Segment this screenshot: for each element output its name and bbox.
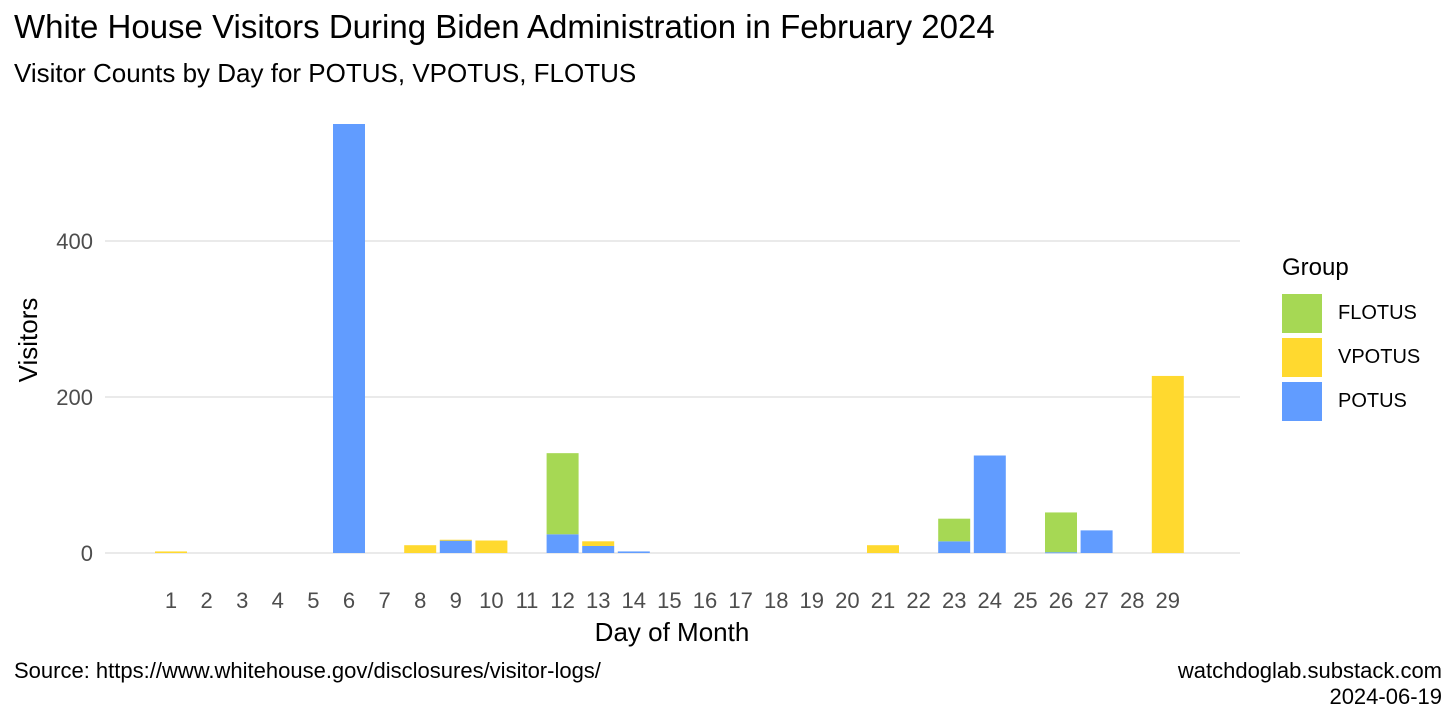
bar-vpotus-day-13 bbox=[582, 541, 615, 546]
bar-potus-day-14 bbox=[617, 551, 650, 553]
x-tick-label-22: 22 bbox=[906, 588, 930, 613]
x-tick-label-19: 19 bbox=[800, 588, 824, 613]
bar-vpotus-day-10 bbox=[475, 540, 508, 553]
x-tick-label-5: 5 bbox=[307, 588, 319, 613]
chart-subtitle: Visitor Counts by Day for POTUS, VPOTUS,… bbox=[14, 58, 637, 88]
bar-flotus-day-26 bbox=[1045, 512, 1077, 553]
x-tick-label-7: 7 bbox=[378, 588, 390, 613]
bar-vpotus-day-1 bbox=[155, 551, 187, 553]
legend-swatch-vpotus bbox=[1282, 338, 1322, 377]
x-axis-label: Day of Month bbox=[595, 617, 750, 647]
x-tick-label-26: 26 bbox=[1049, 588, 1073, 613]
legend: Group FLOTUS VPOTUS POTUS bbox=[1282, 254, 1420, 424]
bar-potus-day-6 bbox=[333, 124, 365, 553]
bar-vpotus-day-8 bbox=[404, 545, 437, 553]
legend-item-flotus: FLOTUS bbox=[1282, 292, 1420, 335]
x-tick-label-4: 4 bbox=[272, 588, 284, 613]
x-tick-label-24: 24 bbox=[978, 588, 1002, 613]
x-tick-label-25: 25 bbox=[1013, 588, 1037, 613]
chart-title: White House Visitors During Biden Admini… bbox=[14, 8, 995, 45]
site-credit: watchdoglab.substack.com bbox=[1177, 658, 1442, 683]
x-tick-label-23: 23 bbox=[942, 588, 966, 613]
x-tick-label-6: 6 bbox=[343, 588, 355, 613]
x-tick-labels: 1 2 3 4 5 6 7 8 9 10 11 12 13 14 15 16 17 18 19 20 21 22 23 24 2… bbox=[165, 588, 1180, 613]
bars bbox=[155, 124, 1184, 554]
legend-title: Group bbox=[1282, 254, 1349, 281]
x-tick-label-15: 15 bbox=[657, 588, 681, 613]
x-tick-label-10: 10 bbox=[479, 588, 503, 613]
x-tick-label-20: 20 bbox=[835, 588, 859, 613]
legend-swatch-flotus bbox=[1282, 294, 1322, 333]
legend-label-vpotus: VPOTUS bbox=[1338, 346, 1421, 368]
legend-label-flotus: FLOTUS bbox=[1338, 302, 1417, 324]
x-tick-label-28: 28 bbox=[1120, 588, 1144, 613]
x-tick-label-8: 8 bbox=[414, 588, 426, 613]
y-tick-label-0: 0 bbox=[81, 541, 93, 566]
grid-lines bbox=[105, 240, 1240, 554]
bar-vpotus-day-29 bbox=[1151, 375, 1184, 553]
y-tick-label-200: 200 bbox=[56, 385, 93, 410]
x-tick-label-18: 18 bbox=[764, 588, 788, 613]
y-tick-label-400: 400 bbox=[56, 229, 93, 254]
x-tick-label-17: 17 bbox=[728, 588, 752, 613]
bar-vpotus-day-9 bbox=[439, 539, 472, 541]
legend-label-potus: POTUS bbox=[1338, 390, 1407, 412]
legend-item-potus: POTUS bbox=[1282, 380, 1420, 423]
x-tick-label-29: 29 bbox=[1156, 588, 1180, 613]
x-tick-label-16: 16 bbox=[693, 588, 717, 613]
source-caption: Source: https://www.whitehouse.gov/discl… bbox=[14, 658, 601, 683]
bar-flotus-day-23 bbox=[938, 518, 971, 542]
x-tick-label-2: 2 bbox=[200, 588, 212, 613]
x-tick-label-3: 3 bbox=[236, 588, 248, 613]
publish-date: 2024-06-19 bbox=[1329, 684, 1442, 709]
y-axis-label: Visitors bbox=[13, 298, 43, 383]
x-tick-label-1: 1 bbox=[165, 588, 177, 613]
x-tick-label-9: 9 bbox=[450, 588, 462, 613]
y-tick-labels: 0 200 400 bbox=[56, 229, 93, 566]
legend-item-vpotus: VPOTUS bbox=[1282, 336, 1420, 379]
bar-potus-day-12 bbox=[546, 534, 579, 553]
x-tick-label-21: 21 bbox=[871, 588, 895, 613]
x-tick-label-13: 13 bbox=[586, 588, 610, 613]
legend-swatch-potus bbox=[1282, 382, 1322, 421]
x-tick-label-14: 14 bbox=[622, 588, 646, 613]
bar-vpotus-day-21 bbox=[867, 545, 899, 553]
credit-caption: watchdoglab.substack.com 2024-06-19 bbox=[1178, 658, 1442, 710]
x-tick-label-27: 27 bbox=[1084, 588, 1108, 613]
bar-potus-day-27 bbox=[1080, 530, 1113, 553]
bar-flotus-day-12 bbox=[546, 453, 579, 535]
bar-potus-day-26 bbox=[1045, 552, 1077, 554]
x-tick-label-12: 12 bbox=[550, 588, 574, 613]
x-tick-label-11: 11 bbox=[516, 588, 539, 613]
bar-potus-day-9 bbox=[439, 540, 472, 553]
bar-potus-day-13 bbox=[582, 545, 615, 553]
bar-potus-day-24 bbox=[973, 455, 1006, 553]
bar-potus-day-23 bbox=[938, 541, 971, 553]
legend-items: FLOTUS VPOTUS POTUS bbox=[1282, 292, 1420, 423]
